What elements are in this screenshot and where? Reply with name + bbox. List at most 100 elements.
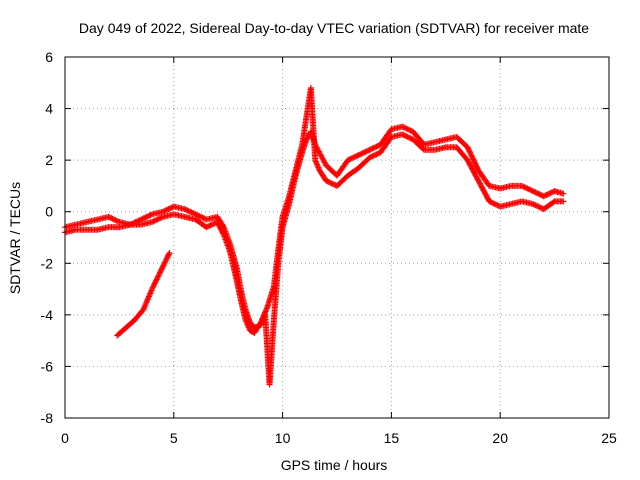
- x-tick-label: 0: [61, 430, 69, 446]
- data-point: [363, 148, 370, 155]
- data-point: [189, 210, 196, 217]
- y-tick-label: 4: [45, 101, 53, 117]
- data-point: [196, 213, 203, 220]
- data-point: [168, 204, 175, 211]
- data-point: [518, 182, 525, 189]
- data-point: [529, 200, 536, 207]
- data-point: [402, 132, 408, 139]
- data-point: [348, 155, 355, 162]
- data-point: [546, 190, 553, 197]
- data-point: [400, 124, 407, 131]
- data-point: [468, 152, 475, 159]
- data-point: [325, 179, 332, 186]
- data-point: [157, 215, 164, 222]
- data-point: [465, 146, 472, 153]
- data-point: [372, 144, 379, 151]
- data-point: [113, 217, 120, 224]
- data-point: [532, 189, 539, 196]
- data-point: [399, 123, 406, 130]
- data-point: [520, 183, 527, 190]
- data-point: [195, 212, 202, 219]
- data-point: [406, 126, 413, 133]
- data-point: [406, 134, 413, 141]
- y-axis-label: SDTVAR / TECUs: [7, 182, 23, 294]
- data-point: [368, 153, 374, 160]
- data-point: [404, 133, 411, 140]
- data-point: [547, 190, 554, 197]
- data-point: [473, 163, 480, 170]
- data-point: [110, 216, 117, 223]
- data-point: [536, 204, 543, 211]
- data-point: [208, 221, 215, 228]
- data-point: [161, 208, 168, 215]
- data-point: [470, 156, 477, 163]
- data-point: [366, 146, 373, 153]
- x-tick-label: 25: [601, 430, 617, 446]
- data-point: [155, 215, 162, 222]
- data-point: [533, 202, 540, 209]
- data-point: [153, 276, 160, 283]
- data-point: [165, 251, 172, 258]
- y-tick-label: -4: [41, 307, 54, 323]
- data-point: [328, 180, 335, 187]
- data-point: [161, 259, 168, 266]
- data-point: [329, 180, 336, 187]
- data-point: [531, 201, 538, 208]
- data-point: [147, 211, 154, 218]
- x-tick-label: 20: [492, 430, 508, 446]
- data-point: [220, 230, 227, 237]
- grid: [65, 57, 609, 418]
- data-point: [521, 184, 528, 191]
- data-point: [469, 153, 476, 160]
- data-point: [166, 205, 173, 212]
- data-point: [353, 153, 360, 160]
- data-point: [374, 150, 381, 157]
- x-tick-label: 5: [170, 430, 178, 446]
- data-point: [153, 277, 160, 284]
- data-point: [535, 190, 542, 197]
- data-point: [493, 201, 500, 208]
- data-point: [373, 143, 380, 150]
- data-point: [369, 153, 376, 160]
- y-tick-label: 6: [45, 49, 53, 65]
- data-point: [355, 151, 362, 158]
- data-point: [324, 178, 331, 185]
- data-point: [560, 190, 567, 197]
- data-point: [540, 193, 547, 200]
- data-point: [474, 164, 481, 171]
- data-point: [156, 270, 163, 277]
- data-point: [372, 151, 379, 158]
- data-point: [149, 286, 156, 293]
- data-point: [544, 191, 551, 198]
- data-point: [151, 217, 158, 224]
- data-point: [357, 151, 364, 158]
- data-point: [203, 224, 210, 231]
- data-point: [489, 199, 496, 206]
- data-point: [487, 199, 494, 206]
- data-point: [491, 200, 498, 207]
- data-point: [399, 131, 406, 138]
- data-point: [187, 208, 194, 215]
- data-point: [106, 214, 113, 221]
- data-point: [400, 132, 407, 139]
- data-point: [359, 150, 366, 157]
- data-point: [159, 265, 166, 272]
- series-2: [62, 84, 567, 336]
- data-point: [354, 152, 361, 159]
- data-point: [160, 262, 167, 269]
- data-point: [154, 216, 161, 223]
- x-axis-label: GPS time / hours: [281, 457, 388, 473]
- data-point: [140, 215, 147, 222]
- data-point: [550, 199, 557, 206]
- data-point: [464, 144, 471, 151]
- data-point: [527, 186, 534, 193]
- data-point: [327, 179, 334, 186]
- data-point: [347, 155, 354, 162]
- data-point: [361, 149, 368, 156]
- data-point: [200, 215, 207, 222]
- data-point: [165, 252, 172, 259]
- data-point: [469, 155, 476, 162]
- data-point: [467, 151, 474, 158]
- data-point: [149, 284, 156, 291]
